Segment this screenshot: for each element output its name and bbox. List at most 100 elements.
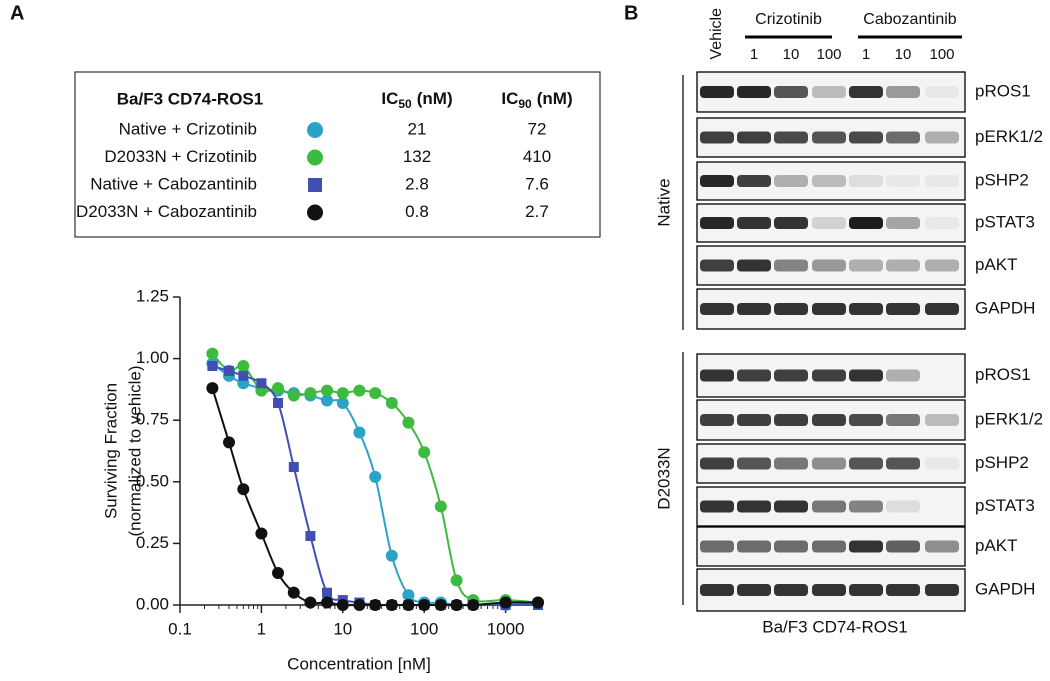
- data-point: [385, 396, 398, 409]
- band: [700, 500, 734, 513]
- legend-marker: [307, 204, 323, 221]
- band: [700, 303, 734, 315]
- data-point: [402, 416, 415, 429]
- band: [774, 131, 808, 144]
- dose-label: 1: [862, 46, 870, 63]
- ic50-value: 2.8: [405, 174, 429, 193]
- band: [700, 217, 734, 229]
- blot-label: pSTAT3: [975, 212, 1035, 231]
- band: [774, 369, 808, 382]
- data-point: [272, 382, 285, 395]
- column-header: IC50 (nM): [381, 89, 452, 111]
- y-axis-label: (normalized to vehicle): [125, 365, 144, 536]
- section-label: D2033N: [654, 447, 673, 509]
- band: [737, 259, 771, 272]
- data-point: [385, 549, 398, 562]
- fit-curve: [212, 365, 539, 607]
- group-label: Crizotinib: [755, 11, 822, 28]
- data-point: [288, 462, 299, 473]
- band: [849, 369, 883, 382]
- blot-label: pSHP2: [975, 453, 1029, 472]
- data-point: [385, 599, 398, 611]
- data-point: [206, 382, 219, 395]
- band: [812, 540, 846, 553]
- data-point: [532, 596, 544, 609]
- band: [774, 540, 808, 553]
- y-tick-label: 0.50: [136, 471, 169, 490]
- band: [812, 303, 846, 315]
- data-point: [223, 436, 236, 449]
- band: [700, 86, 734, 98]
- data-point: [224, 365, 235, 376]
- band: [812, 584, 846, 596]
- blot-label: GAPDH: [975, 298, 1035, 317]
- band: [700, 540, 734, 553]
- band: [886, 540, 920, 553]
- data-point: [237, 483, 250, 496]
- vehicle-label: Vehicle: [708, 8, 725, 60]
- ic50-value: 0.8: [405, 202, 429, 221]
- band: [886, 175, 920, 187]
- band: [849, 131, 883, 144]
- header-unit: (nM): [417, 89, 453, 108]
- band: [700, 457, 734, 470]
- data-point: [304, 596, 317, 609]
- data-point: [305, 531, 316, 542]
- band: [925, 540, 959, 553]
- band: [849, 500, 883, 513]
- data-point: [237, 359, 250, 372]
- band: [737, 457, 771, 470]
- blot-label: pERK1/2: [975, 127, 1043, 146]
- fit-curve: [211, 387, 539, 607]
- band: [737, 86, 771, 98]
- ic90-value: 7.6: [525, 174, 549, 193]
- data-point: [322, 587, 333, 598]
- band: [737, 175, 771, 187]
- data-point: [273, 397, 284, 408]
- data-point: [353, 384, 366, 397]
- data-point: [206, 347, 219, 360]
- y-tick-label: 1.00: [136, 348, 169, 367]
- data-point: [402, 589, 415, 602]
- band: [849, 175, 883, 187]
- header-text: IC: [501, 89, 518, 108]
- data-point: [207, 360, 218, 371]
- band: [849, 303, 883, 315]
- data-point: [418, 446, 431, 459]
- band: [774, 217, 808, 229]
- table-frame: [74, 71, 601, 238]
- data-point: [287, 586, 300, 599]
- data-point: [353, 426, 366, 439]
- header-sub: 50: [398, 97, 412, 111]
- data-point: [336, 599, 349, 611]
- section-label: Native: [654, 178, 673, 226]
- data-point: [450, 599, 463, 611]
- band: [812, 259, 846, 272]
- data-point: [336, 396, 349, 409]
- data-point: [287, 389, 300, 402]
- band: [737, 584, 771, 596]
- data-point: [336, 387, 349, 400]
- legend-marker: [307, 122, 323, 138]
- x-axis-label: Concentration [nM]: [287, 654, 431, 673]
- band: [774, 584, 808, 596]
- blot-label: pAKT: [975, 536, 1018, 555]
- y-tick-label: 0.75: [136, 410, 169, 429]
- band: [849, 540, 883, 553]
- blot-label: pROS1: [975, 81, 1031, 100]
- ic90-value: 2.7: [525, 202, 549, 221]
- band: [886, 86, 920, 98]
- band: [886, 584, 920, 596]
- data-point: [272, 566, 285, 579]
- legend-marker: [307, 149, 323, 166]
- x-tick-label: 1000: [487, 619, 525, 638]
- band: [925, 303, 959, 315]
- band: [925, 584, 959, 596]
- band: [886, 131, 920, 144]
- dose-label: 100: [816, 46, 841, 63]
- legend-marker: [308, 178, 322, 192]
- table-title: Ba/F3 CD74-ROS1: [117, 89, 263, 108]
- data-point: [321, 394, 334, 407]
- group-label: Cabozantinib: [863, 11, 957, 28]
